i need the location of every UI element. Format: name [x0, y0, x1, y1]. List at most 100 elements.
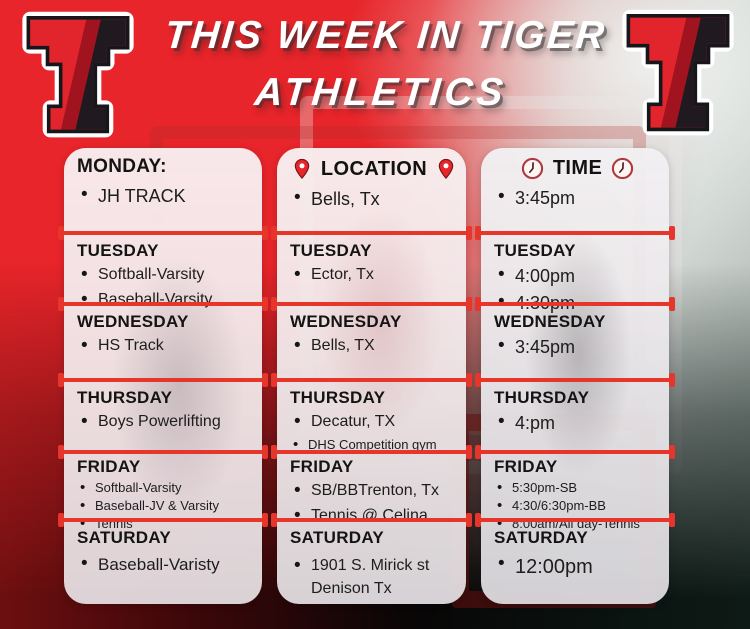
schedule-row-thursday: THURSDAY 4:pm [475, 373, 675, 452]
day-heading: WEDNESDAY [494, 312, 606, 331]
day-heading: THURSDAY [77, 388, 173, 407]
title-line-2: ATHLETICS [252, 70, 509, 114]
row-divider [58, 513, 268, 527]
schedule-row-friday: FRIDAY5:30pm-SB4:30/6:30pm-BB8:00am/All … [475, 445, 675, 532]
tiger-t-logo [609, 8, 747, 142]
row-divider [271, 297, 472, 311]
row-divider [58, 297, 268, 311]
row-divider [475, 513, 675, 527]
row-divider [271, 513, 472, 527]
schedule-item: 4:pm [494, 410, 661, 435]
day-heading: SATURDAY [77, 528, 172, 547]
schedule-items: HS Track [77, 334, 254, 358]
schedule-items: 1901 S. Mirick st Denison Tx [290, 552, 458, 600]
schedule-items: 12:00pm [494, 552, 661, 580]
day-heading: MONDAY: [77, 156, 167, 177]
row-divider [271, 445, 472, 459]
schedule-item: Decatur, TX [290, 410, 458, 434]
schedule-item: DHS Competition gym [290, 436, 458, 454]
day-heading: SATURDAY [494, 528, 589, 547]
location-pin-icon [292, 157, 312, 181]
schedule-item: SB/BBTrenton, Tx [290, 479, 458, 503]
schedule-item: Bells, Tx [290, 186, 458, 211]
location-column: LOCATION Bells, Tx TUESDAY Ector, Tx WEDNESD… [271, 148, 472, 604]
row-divider [475, 373, 675, 387]
schedule-row-tuesday: TUESDAYSoftball-VarsityBaseball-Varsity [58, 226, 268, 312]
day-heading: WEDNESDAY [77, 312, 189, 331]
row-divider [271, 373, 472, 387]
poster-title: THIS WEEK IN TIGER ATHLETICS [144, 14, 623, 115]
day-heading: WEDNESDAY [290, 312, 402, 331]
schedule-items: 3:45pm [494, 334, 661, 359]
poster-header: THIS WEEK IN TIGER ATHLETICS [0, 0, 750, 148]
schedule-items: Boys Powerlifting [77, 410, 254, 434]
schedule-item: 4:00pm [494, 263, 661, 288]
time-column-header: TIME [494, 157, 661, 180]
schedule-item: Softball-Varsity [77, 263, 254, 287]
row-divider [271, 226, 472, 240]
location-header-label: LOCATION [320, 157, 428, 180]
day-heading: FRIDAY [77, 457, 141, 476]
schedule-row-thursday: THURSDAY Decatur, TX DHS Competition gym [271, 373, 472, 454]
row-divider [475, 445, 675, 459]
schedule-item: Ector, Tx [290, 263, 458, 287]
clock-icon [611, 157, 634, 180]
schedule-row-wednesday: WEDNESDAY 3:45pm [475, 297, 675, 380]
schedule-item: 4:30/6:30pm-BB [494, 497, 661, 515]
schedule-item: Baseball-Varisty [77, 552, 254, 577]
schedule-row-time-header: TIME 3:45pm [481, 148, 669, 233]
tiger-t-logo [9, 10, 147, 144]
schedule-row-tuesday: TUESDAY Ector, Tx [271, 226, 472, 304]
day-heading: THURSDAY [494, 388, 590, 407]
schedule-row-friday: FRIDAYSB/BBTrenton, TxTennis @ Celina [271, 445, 472, 528]
schedule-item: Softball-Varsity [77, 479, 254, 497]
schedule-row-saturday: SATURDAY Baseball-Varisty [58, 513, 268, 604]
schedule-items: 4:pm [494, 410, 661, 435]
schedule-items: 3:45pm [494, 185, 661, 210]
row-divider [58, 226, 268, 240]
schedule-row-tuesday: TUESDAY4:00pm4:30pm [475, 226, 675, 315]
schedule-item: 12:00pm [494, 552, 661, 580]
schedule-row-location-header: LOCATION Bells, Tx [277, 148, 466, 233]
time-header-label: TIME [552, 157, 603, 179]
day-heading: TUESDAY [290, 241, 372, 260]
day-heading: FRIDAY [290, 457, 354, 476]
day-heading: TUESDAY [77, 241, 159, 260]
schedule-item: 3:45pm [494, 185, 661, 210]
schedule-row-wednesday: WEDNESDAY Bells, TX [271, 297, 472, 380]
schedule-row-saturday: SATURDAY 12:00pm [475, 513, 675, 604]
schedule-row-monday: MONDAY: JH TRACK [64, 148, 262, 233]
schedule-row-wednesday: WEDNESDAY HS Track [58, 297, 268, 380]
schedule-item: 3:45pm [494, 334, 661, 359]
schedule-items: Baseball-Varisty [77, 552, 254, 577]
day-heading: THURSDAY [290, 388, 386, 407]
schedule-item: HS Track [77, 334, 254, 358]
schedule-item: Baseball-JV & Varsity [77, 497, 254, 515]
schedule-item: 1901 S. Mirick st Denison Tx [290, 552, 458, 600]
schedule-items: Decatur, TX DHS Competition gym [290, 410, 458, 454]
schedule-row-friday: FRIDAY Softball-VarsityBaseball-JV & Vars… [58, 445, 268, 532]
schedule-item: 5:30pm-SB [494, 479, 661, 497]
row-divider [58, 373, 268, 387]
location-column-header: LOCATION [290, 157, 458, 181]
day-heading: FRIDAY [494, 457, 558, 476]
row-divider [58, 445, 268, 459]
day-heading: TUESDAY [494, 241, 576, 260]
schedule-item: Bells, TX [290, 334, 458, 358]
schedule-row-saturday: SATURDAY 1901 S. Mirick st Denison Tx [271, 513, 472, 604]
clock-icon [521, 157, 544, 180]
schedule-item: JH TRACK [77, 183, 254, 208]
events-column: MONDAY:JH TRACKTUESDAYSoftball-VarsityBa… [58, 148, 268, 604]
day-heading: SATURDAY [290, 528, 385, 547]
schedule-item: Boys Powerlifting [77, 410, 254, 434]
location-pin-icon [436, 157, 456, 181]
row-divider [475, 297, 675, 311]
time-column: TIME3:45pmTUESDAY4:00pm4:30pmWEDNESDAY3:… [475, 148, 675, 604]
schedule-items: Ector, Tx [290, 263, 458, 287]
schedule-row-thursday: THURSDAY Boys Powerlifting [58, 373, 268, 452]
schedule-items: JH TRACK [77, 183, 254, 208]
row-divider [475, 226, 675, 240]
schedule-items: Bells, Tx [290, 186, 458, 211]
schedule-items: Bells, TX [290, 334, 458, 358]
